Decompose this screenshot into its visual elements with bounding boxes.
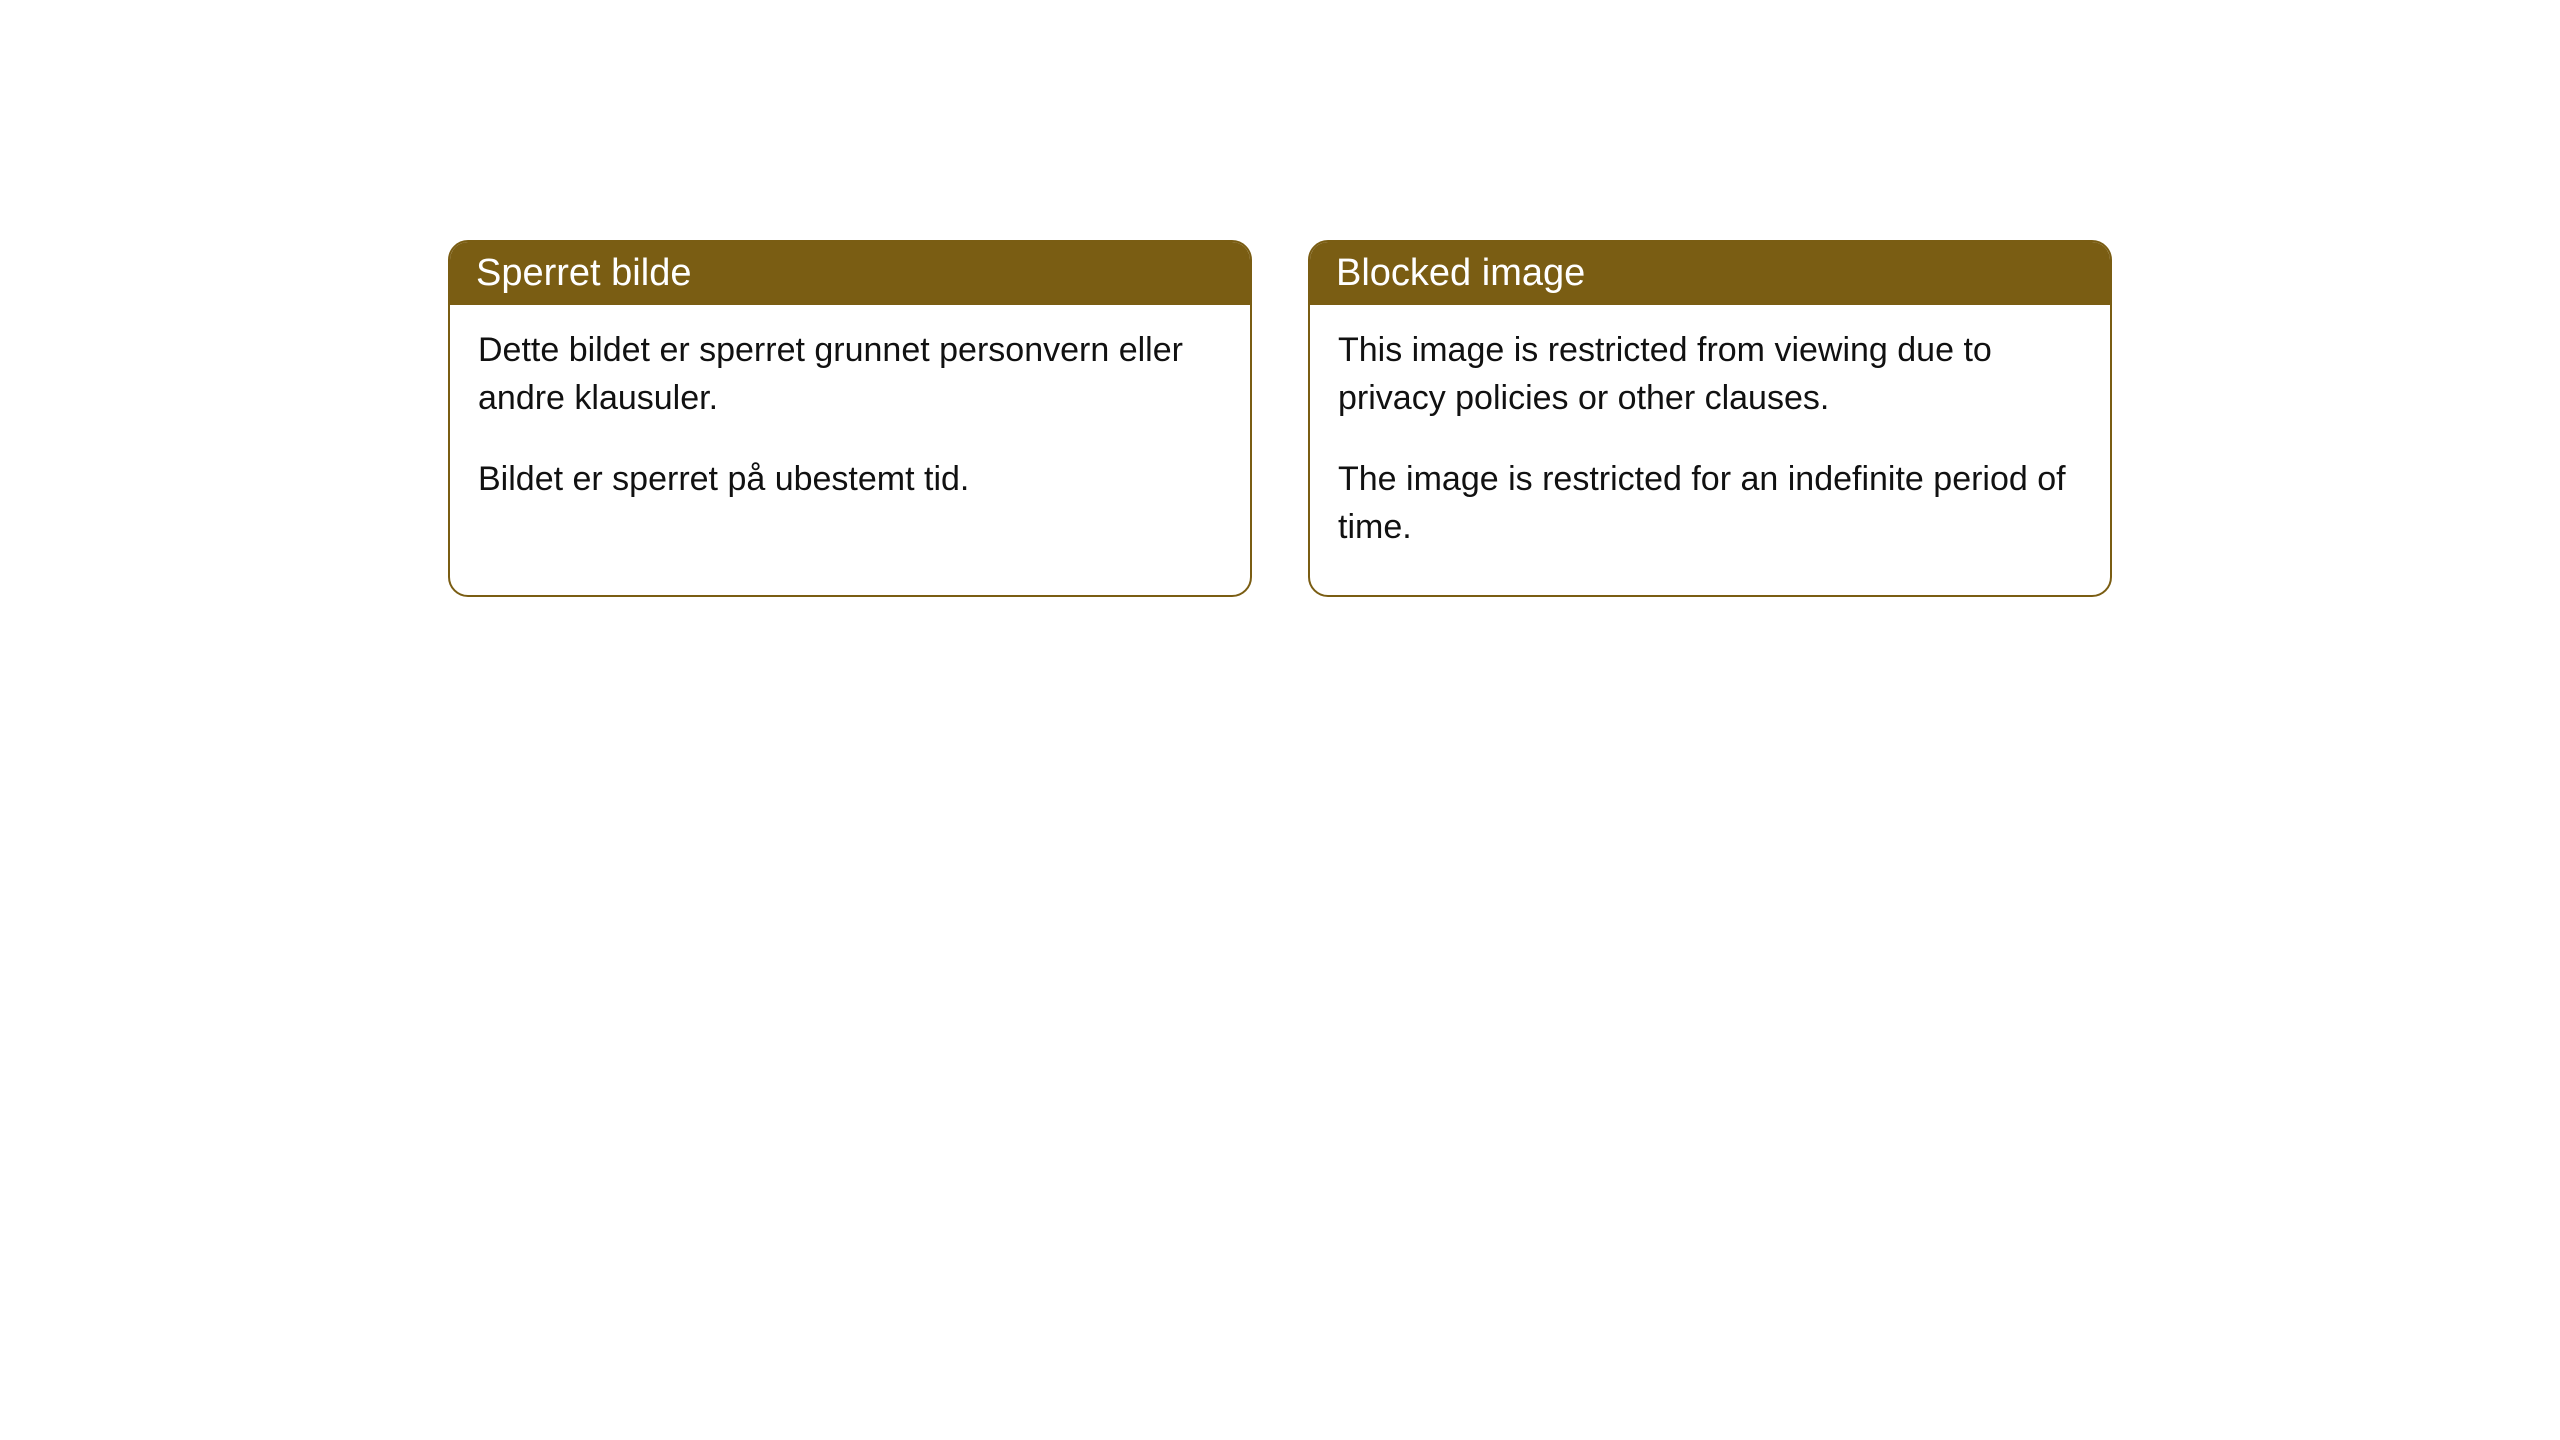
notice-card-norwegian: Sperret bilde Dette bildet er sperret gr… (448, 240, 1252, 597)
notice-paragraph-2: The image is restricted for an indefinit… (1338, 456, 2082, 551)
notice-container: Sperret bilde Dette bildet er sperret gr… (0, 240, 2560, 597)
notice-body: This image is restricted from viewing du… (1310, 305, 2110, 595)
notice-paragraph-2: Bildet er sperret på ubestemt tid. (478, 456, 1222, 504)
notice-paragraph-1: This image is restricted from viewing du… (1338, 327, 2082, 422)
notice-title: Sperret bilde (476, 252, 691, 294)
notice-card-english: Blocked image This image is restricted f… (1308, 240, 2112, 597)
notice-body: Dette bildet er sperret grunnet personve… (450, 305, 1250, 548)
notice-header: Blocked image (1310, 242, 2110, 305)
notice-paragraph-1: Dette bildet er sperret grunnet personve… (478, 327, 1222, 422)
notice-header: Sperret bilde (450, 242, 1250, 305)
notice-title: Blocked image (1336, 252, 1585, 294)
